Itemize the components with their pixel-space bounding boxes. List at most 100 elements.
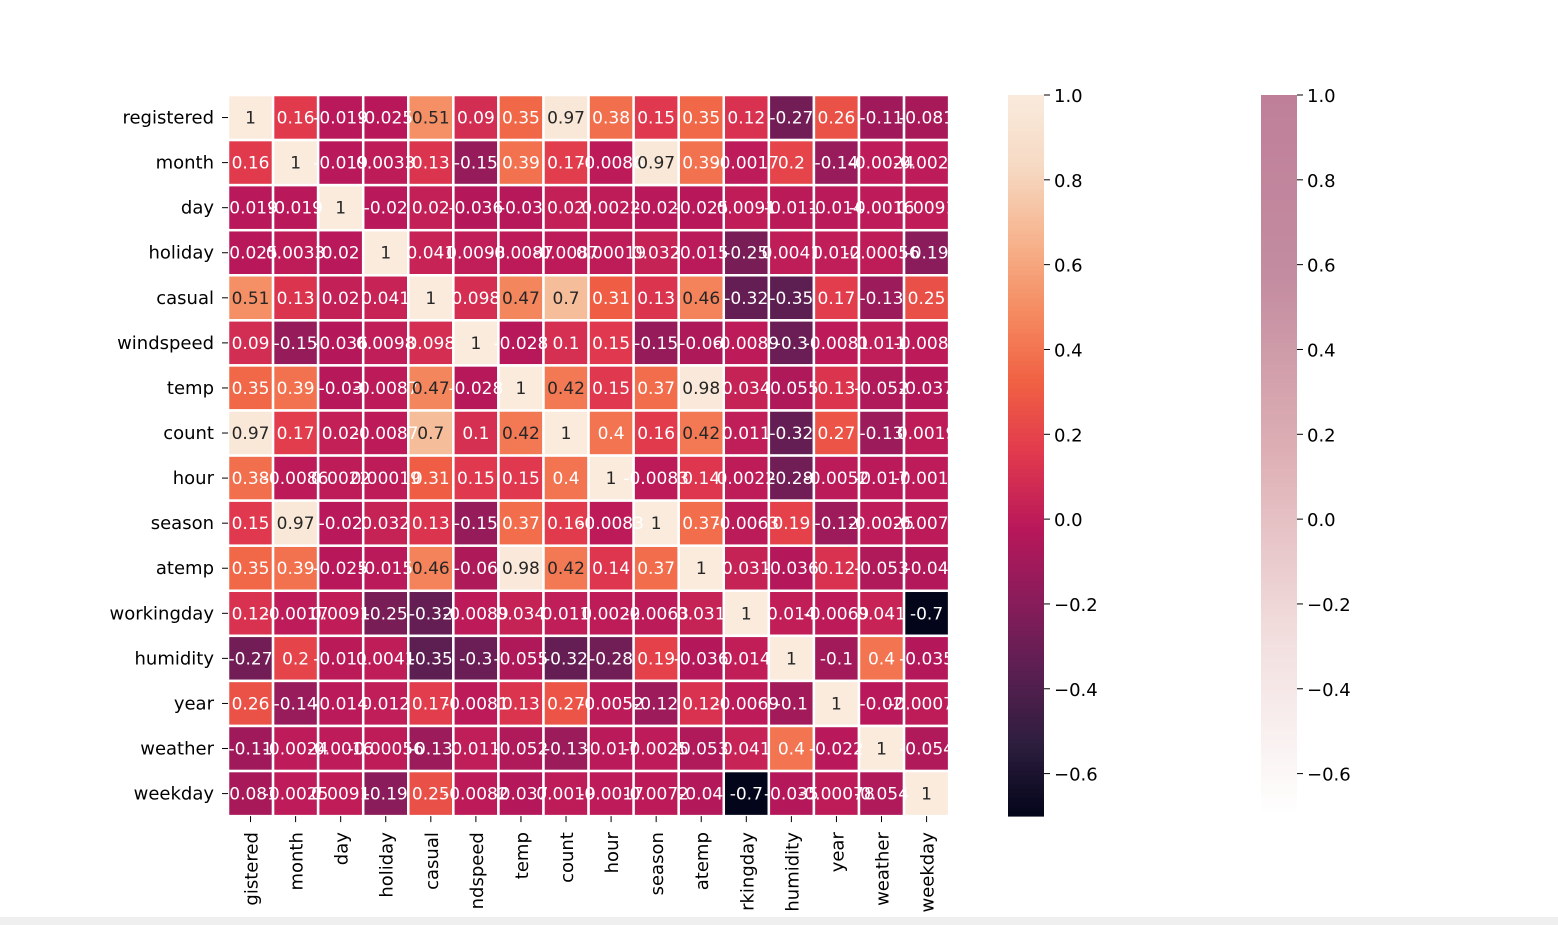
col-tick-label-month: month xyxy=(287,832,308,890)
cell-annotation-day-year: -0.014 xyxy=(809,199,864,219)
colorbar-band xyxy=(1008,275,1044,281)
colorbar-band xyxy=(1008,284,1044,290)
cell-annotation-humidity-year: -0.1 xyxy=(820,649,853,669)
row-tick-label-month: month xyxy=(156,153,214,174)
colorbar-band xyxy=(1261,234,1297,240)
colorbar-band xyxy=(1008,234,1044,240)
colorbar-band xyxy=(1261,595,1297,601)
cell-annotation-season-registered: 0.15 xyxy=(232,514,270,534)
heatmap-cell-month-day xyxy=(316,138,365,187)
cell-annotation-weather-atemp: -0.053 xyxy=(674,740,729,760)
colorbar-band xyxy=(1261,518,1297,524)
cell-annotation-weather-year: -0.022 xyxy=(809,740,864,760)
cell-annotation-holiday-hour: 0.00019 xyxy=(576,244,646,264)
cell-annotation-temp-month: 0.39 xyxy=(277,379,315,399)
colorbar-band xyxy=(1008,802,1044,808)
colorbar-band xyxy=(1008,342,1044,348)
colorbar-band xyxy=(1008,212,1044,218)
colorbar-band xyxy=(1008,671,1044,677)
colorbar-pink: 1.0 0.8 0.6 0.4 0.2 0.0 −0.2 −0.4 −0.6 xyxy=(1261,86,1351,817)
colorbar-band xyxy=(1261,311,1297,317)
cell-annotation-count-season: 0.16 xyxy=(637,424,675,444)
colorbar-band xyxy=(1008,766,1044,772)
heatmap-cell-humidity-month xyxy=(271,634,320,683)
colorbar-band xyxy=(1261,216,1297,222)
cell-annotation-weekday-atemp: -0.04 xyxy=(679,785,723,805)
cell-annotation-registered-count: 0.97 xyxy=(547,109,585,129)
heatmap-cell-count-count xyxy=(542,409,590,457)
cell-annotation-workingday-humidity: 0.014 xyxy=(767,604,816,624)
colorbar-rocket: 1.0 0.8 0.6 0.4 0.2 0.0 −0.2 −0.4 −0.6 xyxy=(1008,86,1098,817)
cell-annotation-temp-day: -0.03 xyxy=(319,379,363,399)
colorbar-band xyxy=(1008,437,1044,443)
colorbar-band xyxy=(1261,536,1297,542)
heatmap-cell-windspeed-count xyxy=(542,319,590,367)
cell-annotation-month-month: 1 xyxy=(290,154,301,174)
colorbar-band xyxy=(1008,550,1044,556)
row-tick-label-holiday: holiday xyxy=(148,243,214,264)
colorbar-band xyxy=(1261,464,1297,470)
colorbar-band xyxy=(1261,761,1297,768)
colorbar-band xyxy=(1261,185,1297,191)
colorbar-band xyxy=(1008,572,1044,578)
cell-annotation-weather-registered: -0.11 xyxy=(229,740,273,760)
colorbar-band xyxy=(1261,680,1297,686)
column-tick-labels: gistered month day holiday casual ndspeed temp… xyxy=(242,816,939,913)
colorbar-band xyxy=(1261,626,1297,632)
colorbar-band xyxy=(1008,158,1044,164)
colorbar-band xyxy=(1261,405,1297,412)
cell-annotation-year-temp: 0.13 xyxy=(502,694,540,714)
colorbar-band xyxy=(1261,509,1297,515)
colorbar-band xyxy=(1008,320,1044,326)
cell-annotation-year-year: 1 xyxy=(831,694,842,714)
col-tick-label-temp: temp xyxy=(512,832,533,879)
cell-annotation-humidity-casual: -0.35 xyxy=(409,649,453,669)
cell-annotation-month-holiday: 0.0033 xyxy=(356,154,415,174)
colorbar-band xyxy=(1261,248,1297,254)
colorbar-tick-label: 0.0 xyxy=(1307,510,1336,531)
colorbar-band xyxy=(1008,599,1044,605)
cell-annotation-registered-workingday: 0.12 xyxy=(727,109,765,129)
colorbar-band xyxy=(1261,275,1297,281)
colorbar-band xyxy=(1008,536,1044,542)
cell-annotation-day-day: 1 xyxy=(335,199,346,219)
cell-annotation-day-atemp: -0.025 xyxy=(674,199,729,219)
heatmap-cell-count-day xyxy=(316,409,365,457)
cell-annotation-windspeed-temp: -0.028 xyxy=(494,334,549,354)
cell-annotation-hour-holiday: 0.00019 xyxy=(351,469,421,489)
colorbar-band xyxy=(1261,806,1297,813)
cell-annotation-hour-windspeed: 0.15 xyxy=(457,469,495,489)
col-tick-label-count: count xyxy=(557,832,578,883)
colorbar-band xyxy=(1261,572,1297,578)
cell-annotation-temp-count: 0.42 xyxy=(547,379,585,399)
colorbar-band xyxy=(1261,158,1297,164)
cell-annotation-windspeed-windspeed: 1 xyxy=(470,334,481,354)
colorbar-band xyxy=(1261,297,1297,303)
colorbar-band xyxy=(1261,590,1297,596)
cell-annotation-casual-casual: 1 xyxy=(425,289,436,309)
colorbar-band xyxy=(1261,261,1297,267)
colorbar-tick-label: 0.6 xyxy=(1054,256,1083,277)
colorbar-band xyxy=(1261,563,1297,569)
cell-annotation-count-hour: 0.4 xyxy=(598,424,625,444)
colorbar-band xyxy=(1008,730,1044,736)
cell-annotation-casual-humidity: -0.35 xyxy=(769,289,813,309)
heatmap-cell-hour-holiday xyxy=(361,454,410,502)
colorbar-band xyxy=(1008,716,1044,722)
colorbar-band xyxy=(1008,162,1044,168)
heatmap-cell-windspeed-hour xyxy=(587,319,635,367)
heatmap-cell-atemp-weekday xyxy=(902,544,951,593)
colorbar-band xyxy=(1261,117,1297,123)
colorbar-band xyxy=(1008,252,1044,258)
heatmap-cell-windspeed-weekday xyxy=(902,319,951,367)
colorbar-band xyxy=(1261,613,1297,619)
heatmap-cell-month-holiday xyxy=(361,138,410,187)
cell-annotation-count-atemp: 0.42 xyxy=(682,424,720,444)
cell-annotation-weekday-humidity: -0.035 xyxy=(764,785,819,805)
heatmap-cell-workingday-weather xyxy=(857,589,906,638)
cell-annotation-year-hour: -0.0052 xyxy=(578,694,644,714)
col-tick-label-windspeed: ndspeed xyxy=(467,832,488,909)
cell-annotation-count-holiday: -0.0087 xyxy=(353,424,419,444)
colorbar-band xyxy=(1008,432,1044,439)
cell-annotation-holiday-holiday: 1 xyxy=(380,244,391,264)
